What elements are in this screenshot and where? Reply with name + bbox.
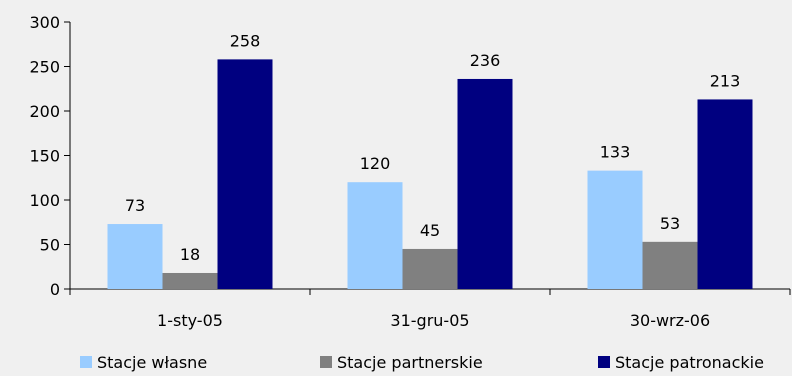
x-tick-label: 30-wrz-06 xyxy=(630,311,710,330)
legend-label: Stacje własne xyxy=(97,353,207,372)
data-label: 120 xyxy=(360,154,391,173)
data-label: 73 xyxy=(125,196,145,215)
bar xyxy=(107,224,163,289)
bar xyxy=(457,78,513,290)
legend-swatch xyxy=(320,356,332,368)
data-label: 45 xyxy=(420,221,440,240)
data-label: 18 xyxy=(180,245,200,264)
x-tick-label: 31-gru-05 xyxy=(390,311,469,330)
legend-label: Stacje patronackie xyxy=(615,353,764,372)
data-label: 236 xyxy=(470,51,501,70)
y-tick-label: 50 xyxy=(40,236,60,255)
bar xyxy=(402,248,458,289)
bar xyxy=(347,182,403,289)
y-tick-label: 100 xyxy=(29,191,60,210)
y-tick-label: 250 xyxy=(29,58,60,77)
data-label: 133 xyxy=(600,143,631,162)
axes: 0 50 100 150 200 250 300 1-sty-05 31-gru-05 30-wr… xyxy=(29,13,791,330)
data-label: 213 xyxy=(710,71,741,90)
legend-swatch xyxy=(80,356,92,368)
legend-swatch xyxy=(598,356,610,368)
y-tick-label: 0 xyxy=(50,280,60,299)
data-labels: 73 18 258 120 45 236 133 53 213 xyxy=(125,31,740,264)
bar xyxy=(162,272,218,289)
y-tick-label: 150 xyxy=(29,147,60,166)
y-tick-label: 300 xyxy=(29,13,60,32)
data-label: 53 xyxy=(660,214,680,233)
x-tick-label: 1-sty-05 xyxy=(157,311,223,330)
bar xyxy=(697,99,753,290)
bar xyxy=(587,170,643,289)
bars xyxy=(107,59,753,290)
data-label: 258 xyxy=(230,31,261,50)
legend: Stacje własne Stacje partnerskie Stacje pa… xyxy=(80,353,764,372)
y-tick-label: 200 xyxy=(29,102,60,121)
legend-label: Stacje partnerskie xyxy=(337,353,483,372)
bar xyxy=(217,59,273,289)
bar xyxy=(642,241,698,289)
